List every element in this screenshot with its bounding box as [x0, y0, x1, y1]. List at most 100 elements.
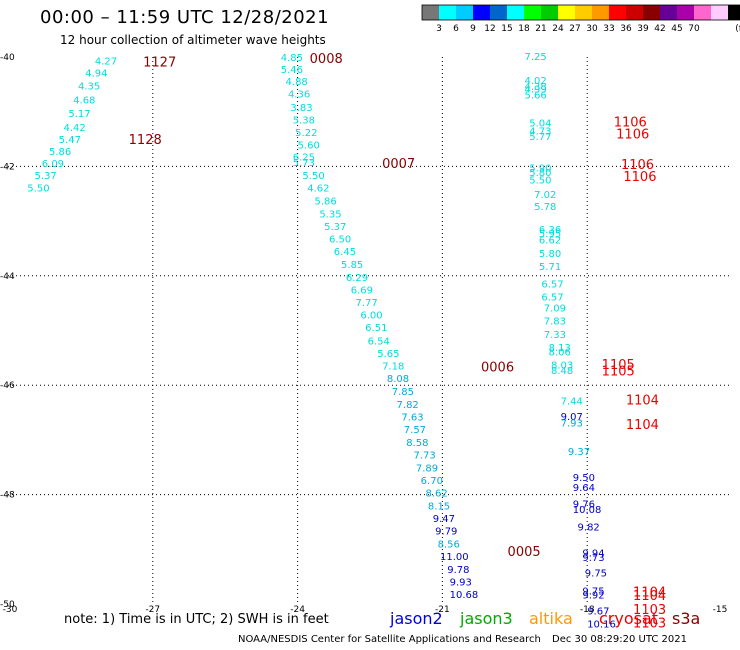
x-tick-label: -27 — [145, 605, 160, 615]
colorbar-label: 45 — [671, 24, 682, 34]
wave-height-value: 4.68 — [73, 96, 95, 107]
colorbar-swatch — [643, 5, 660, 20]
wave-height-value: 8.06 — [549, 347, 571, 358]
wave-height-value: 5.22 — [295, 128, 317, 139]
x-tick-label: -18 — [580, 605, 595, 615]
wave-height-value: 5.50 — [302, 171, 324, 182]
colorbar-swatch — [422, 5, 439, 20]
y-tick-label: -50 — [0, 600, 15, 610]
wave-height-value: 6.70 — [421, 476, 443, 487]
pass-time-label: 1104 — [633, 589, 666, 604]
pass-time-label: 1105 — [602, 364, 635, 379]
colorbar-label: 21 — [535, 24, 546, 34]
wave-height-value: 6.57 — [541, 279, 563, 290]
wave-height-value: 9.79 — [435, 527, 457, 538]
wave-height-value: 9.76 — [573, 499, 595, 510]
wave-height-value: 6.00 — [360, 311, 382, 322]
colorbar-swatch — [609, 5, 626, 20]
wave-height-value: 6.62 — [539, 236, 561, 247]
wave-height-value: 5.37 — [35, 171, 57, 182]
pass-time-label: 0006 — [481, 361, 514, 376]
wave-height-value: 7.18 — [382, 362, 404, 373]
wave-height-value: 4.27 — [95, 56, 117, 67]
y-tick-label: -42 — [0, 162, 15, 172]
wave-height-value: 5.50 — [529, 176, 551, 187]
wave-height-value: 6.09 — [42, 159, 64, 170]
pass-time-label: 1106 — [621, 158, 654, 173]
y-tick-label: -40 — [0, 53, 15, 63]
pass-time-label: 1128 — [129, 133, 162, 148]
wave-height-value: 5.50 — [27, 184, 49, 195]
footer-credit: NOAA/NESDIS Center for Satellite Applica… — [238, 634, 541, 645]
wave-height-value: 7.09 — [544, 304, 566, 315]
wave-height-value: 9.92 — [582, 591, 604, 602]
colorbar-label: 70 — [688, 24, 700, 34]
wave-height-value: 6.50 — [329, 235, 351, 246]
wave-height-value: 5.90 — [529, 163, 551, 174]
colorbar-label: 36 — [620, 24, 632, 34]
pass-time-label: 1105 — [602, 358, 635, 373]
pass-time-label: 1127 — [143, 55, 176, 70]
colorbar-label: 9 — [470, 24, 476, 34]
colorbar-label: 12 — [484, 24, 495, 34]
wave-height-value: 9.73 — [582, 553, 604, 564]
wave-height-value: 7.63 — [401, 412, 423, 423]
wave-height-value: 9.94 — [582, 549, 604, 560]
wave-height-value: 5.04 — [529, 119, 551, 130]
footer-note: note: 1) Time is in UTC; 2) SWH is in fe… — [64, 612, 329, 627]
x-tick-label: -15 — [713, 605, 728, 615]
pass-time-label: 0007 — [382, 157, 415, 172]
wave-height-value: 5.80 — [539, 249, 561, 260]
wave-height-value: 7.25 — [524, 52, 546, 63]
chart-subtitle: 12 hour collection of altimeter wave hei… — [60, 33, 326, 47]
colorbar-label: 24 — [552, 24, 564, 34]
colorbar-swatch — [592, 5, 609, 20]
wave-height-value: 5.86 — [314, 196, 336, 207]
wave-height-value: 5.47 — [59, 135, 81, 146]
wave-height-value: 6.25 — [293, 153, 315, 164]
wave-height-value: 10.08 — [573, 505, 602, 516]
wave-height-value: 5.38 — [293, 115, 315, 126]
wave-height-value: 6.57 — [541, 293, 563, 304]
colorbar-frame — [421, 4, 740, 21]
x-tick-label: -24 — [290, 605, 305, 615]
legend-jason3: jason3 — [460, 609, 513, 628]
legend-cryosat: cryosat — [599, 609, 659, 628]
colorbar-label: 33 — [603, 24, 614, 34]
wave-height-value: 5.78 — [534, 202, 556, 213]
colorbar-swatch — [439, 5, 456, 20]
wave-height-value: 4.85 — [281, 53, 303, 64]
chart-title: 00:00 – 11:59 UTC 12/28/2021 — [40, 7, 330, 28]
wave-height-value: 7.02 — [534, 190, 556, 201]
wave-height-value: 8.15 — [428, 502, 450, 513]
wave-height-value: 7.82 — [397, 400, 419, 411]
y-tick-label: -48 — [0, 491, 15, 501]
wave-height-value: 8.48 — [551, 366, 573, 377]
legend-jason2: jason2 — [390, 609, 443, 628]
wave-height-value: 9.64 — [573, 483, 595, 494]
wave-height-value: 7.93 — [561, 418, 583, 429]
wave-height-value: 9.67 — [587, 607, 609, 618]
legend-s3a: s3a — [672, 609, 701, 628]
wave-height-value: 9.82 — [578, 522, 600, 533]
colorbar-label: 6 — [453, 24, 459, 34]
colorbar-swatch — [456, 5, 473, 20]
colorbar-swatch — [558, 5, 575, 20]
wave-height-value: 5.71 — [539, 262, 561, 273]
wave-height-value: 9.78 — [447, 565, 469, 576]
wave-height-value: 8.58 — [406, 438, 428, 449]
wave-height-value: 4.35 — [78, 81, 100, 92]
colorbar-label: (ft) — [735, 24, 740, 34]
pass-time-label: 1106 — [614, 116, 647, 131]
pass-time-label: 0005 — [508, 545, 541, 560]
colorbar-swatch — [473, 5, 490, 20]
wave-height-value: 5.85 — [341, 260, 363, 271]
footer-timestamp: Dec 30 08:29:20 UTC 2021 — [552, 634, 687, 645]
wave-height-value: 4.02 — [524, 76, 546, 87]
y-tick-label: -46 — [0, 381, 15, 391]
wave-height-value: 6.54 — [368, 336, 390, 347]
colorbar-swatch — [677, 5, 694, 20]
wave-height-value: 4.73 — [529, 126, 551, 137]
wave-height-value: 9.50 — [573, 473, 595, 484]
